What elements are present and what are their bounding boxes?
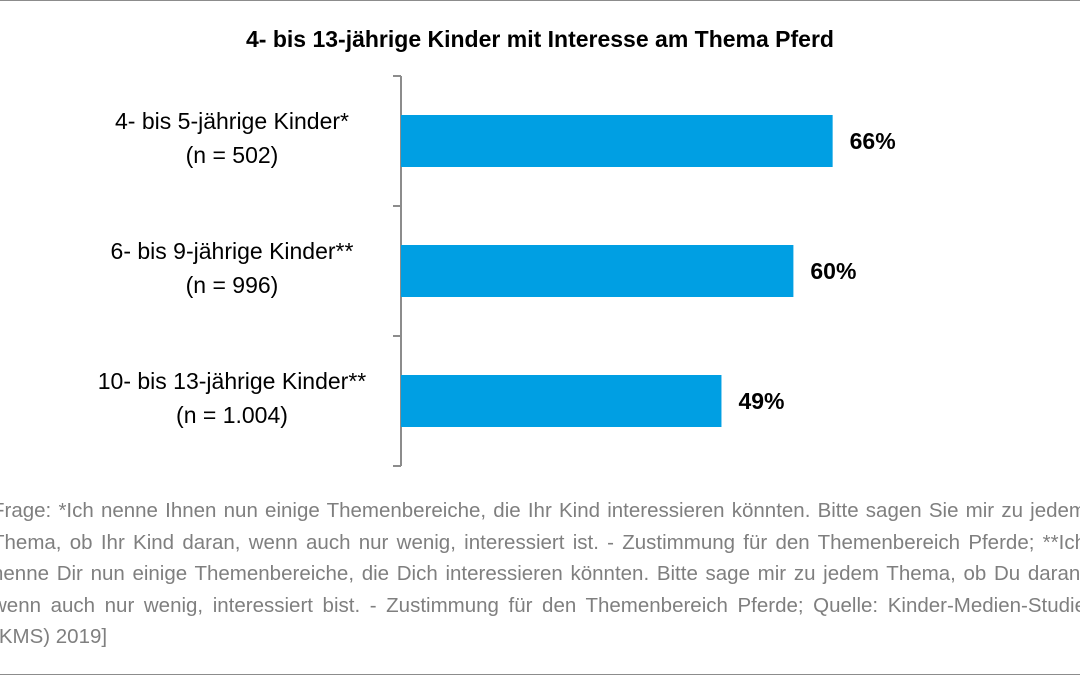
value-label: 66% <box>850 128 896 154</box>
footnote: Frage: *Ich nenne Ihnen nun einige Theme… <box>0 499 1080 648</box>
category-label: (n = 996) <box>186 272 279 298</box>
value-label: 60% <box>810 258 856 284</box>
bar-chart: 66% 4- bis 5-jährige Kinder* (n = 502) 60% 6… <box>98 75 896 467</box>
category-label: (n = 502) <box>186 142 279 168</box>
category-label: 10- bis 13-jährige Kinder** <box>98 368 367 394</box>
chart-title: 4- bis 13-jährige Kinder mit Interesse a… <box>246 26 834 52</box>
value-label: 49% <box>738 388 784 414</box>
category-label: 6- bis 9-jährige Kinder** <box>111 238 354 264</box>
bar <box>401 115 833 167</box>
category-label: 4- bis 5-jährige Kinder* <box>115 108 349 134</box>
category-label: (n = 1.004) <box>176 402 288 428</box>
bar <box>401 375 722 427</box>
bar <box>401 245 794 297</box>
